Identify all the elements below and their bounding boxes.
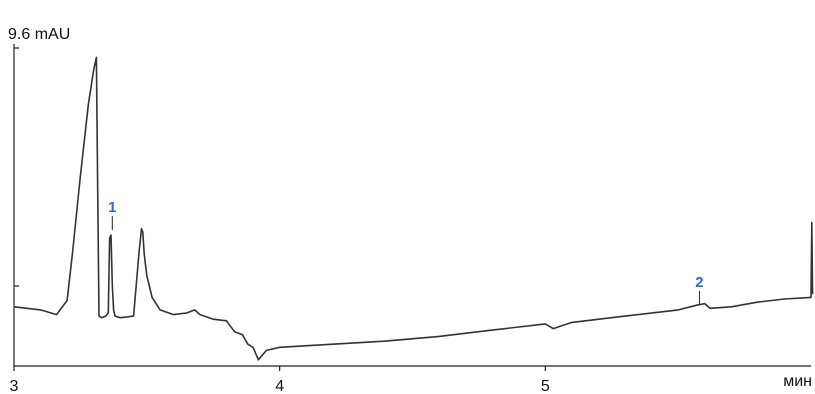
peak-label: 2 xyxy=(695,274,703,291)
peak-markers: 12 xyxy=(108,199,704,305)
chromatogram-trace xyxy=(13,56,814,361)
x-axis-ticks: 3 4 5 xyxy=(10,366,550,394)
x-tick-label: 3 xyxy=(10,378,19,394)
y-unit-label: 9.6 mAU xyxy=(8,26,70,43)
x-tick-label: 5 xyxy=(541,378,550,394)
peak-label: 1 xyxy=(108,199,116,216)
x-tick-label: 4 xyxy=(275,378,284,394)
x-unit-label: мин xyxy=(783,373,812,390)
